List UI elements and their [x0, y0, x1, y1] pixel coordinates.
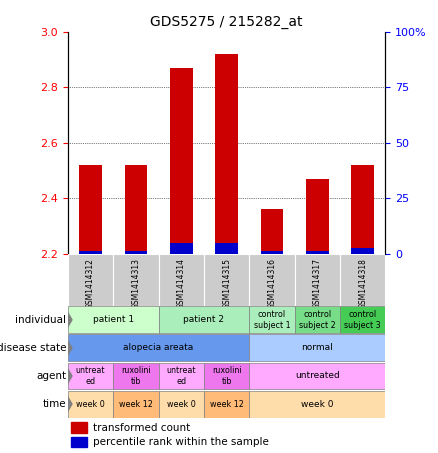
Text: GSM1414315: GSM1414315 — [222, 258, 231, 309]
Text: GSM1414318: GSM1414318 — [358, 258, 367, 309]
Text: alopecia areata: alopecia areata — [124, 343, 194, 352]
Bar — [71, 423, 87, 433]
Bar — [340, 254, 385, 306]
Text: patient 1: patient 1 — [93, 315, 134, 324]
Bar — [170, 243, 193, 254]
Bar — [159, 390, 204, 418]
Bar — [159, 362, 204, 390]
Bar — [351, 248, 374, 254]
Text: control
subject 2: control subject 2 — [299, 310, 336, 329]
Bar — [204, 254, 249, 306]
Bar — [340, 306, 385, 333]
Text: untreated: untreated — [295, 371, 340, 381]
Polygon shape — [67, 367, 72, 385]
Bar — [68, 254, 113, 306]
Text: normal: normal — [301, 343, 333, 352]
Text: GSM1414314: GSM1414314 — [177, 258, 186, 309]
Polygon shape — [67, 395, 72, 413]
Bar — [113, 362, 159, 390]
Text: transformed count: transformed count — [93, 423, 191, 433]
Bar — [124, 165, 147, 254]
Text: week 0: week 0 — [76, 400, 105, 409]
Bar — [204, 362, 249, 390]
Bar — [249, 254, 295, 306]
Bar — [306, 179, 329, 254]
Text: percentile rank within the sample: percentile rank within the sample — [93, 438, 269, 448]
Text: ruxolini
tib: ruxolini tib — [121, 366, 151, 386]
Bar — [79, 165, 102, 254]
Text: untreat
ed: untreat ed — [166, 366, 196, 386]
Bar — [249, 334, 385, 361]
Text: GSM1414316: GSM1414316 — [268, 258, 276, 309]
Bar — [204, 390, 249, 418]
Bar — [113, 254, 159, 306]
Text: week 0: week 0 — [301, 400, 334, 409]
Bar — [261, 209, 283, 254]
Title: GDS5275 / 215282_at: GDS5275 / 215282_at — [150, 15, 303, 29]
Text: GSM1414313: GSM1414313 — [131, 258, 141, 309]
Text: individual: individual — [15, 315, 66, 325]
Bar — [295, 254, 340, 306]
Bar — [351, 165, 374, 254]
Bar — [215, 243, 238, 254]
Text: disease state: disease state — [0, 343, 66, 353]
Text: GSM1414317: GSM1414317 — [313, 258, 322, 309]
Bar — [68, 334, 249, 361]
Text: untreat
ed: untreat ed — [76, 366, 105, 386]
Text: time: time — [42, 399, 66, 409]
Text: week 12: week 12 — [119, 400, 153, 409]
Polygon shape — [67, 339, 72, 357]
Text: GSM1414312: GSM1414312 — [86, 258, 95, 309]
Text: patient 2: patient 2 — [184, 315, 225, 324]
Bar — [215, 54, 238, 254]
Bar — [159, 254, 204, 306]
Text: agent: agent — [36, 371, 66, 381]
Bar — [79, 251, 102, 254]
Bar — [249, 390, 385, 418]
Bar — [295, 306, 340, 333]
Bar — [68, 362, 113, 390]
Bar — [124, 251, 147, 254]
Bar — [68, 390, 113, 418]
Bar — [68, 306, 159, 333]
Bar — [170, 68, 193, 254]
Text: control
subject 1: control subject 1 — [254, 310, 290, 329]
Text: ruxolini
tib: ruxolini tib — [212, 366, 241, 386]
Text: week 12: week 12 — [210, 400, 244, 409]
Polygon shape — [67, 311, 72, 328]
Bar — [159, 306, 249, 333]
Bar — [306, 251, 329, 254]
Bar — [249, 306, 295, 333]
Bar — [113, 390, 159, 418]
Text: control
subject 3: control subject 3 — [344, 310, 381, 329]
Bar — [71, 437, 87, 448]
Bar — [261, 251, 283, 254]
Text: week 0: week 0 — [167, 400, 196, 409]
Bar — [249, 362, 385, 390]
